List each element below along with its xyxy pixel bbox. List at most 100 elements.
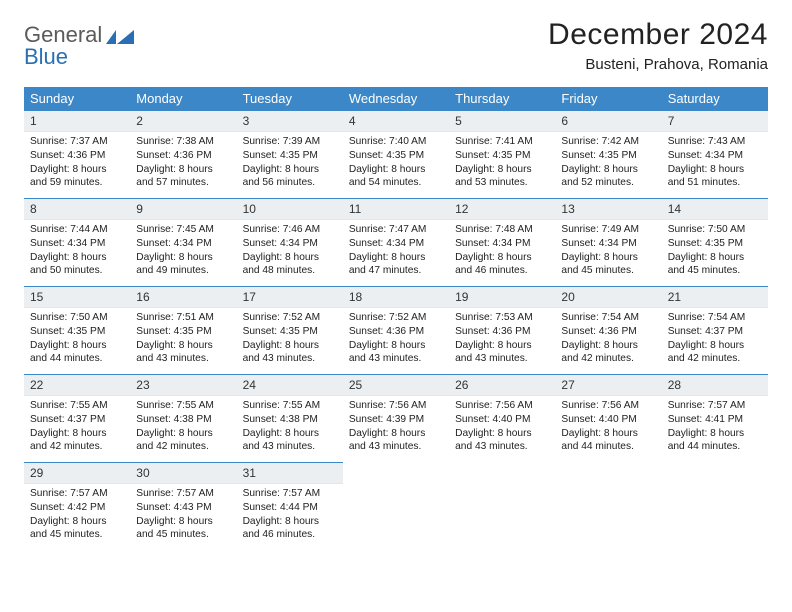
sunset-line: Sunset: 4:35 PM xyxy=(136,325,230,339)
day-number: 8 xyxy=(24,199,130,220)
calendar-cell: 9Sunrise: 7:45 AMSunset: 4:34 PMDaylight… xyxy=(130,199,236,287)
day-details: Sunrise: 7:53 AMSunset: 4:36 PMDaylight:… xyxy=(449,308,555,372)
weekday-header: Wednesday xyxy=(343,87,449,111)
day-number: 16 xyxy=(130,287,236,308)
calendar-cell: 13Sunrise: 7:49 AMSunset: 4:34 PMDayligh… xyxy=(555,199,661,287)
day-details: Sunrise: 7:50 AMSunset: 4:35 PMDaylight:… xyxy=(662,220,768,284)
day-number: 2 xyxy=(130,111,236,132)
sunset-line: Sunset: 4:35 PM xyxy=(349,149,443,163)
calendar-cell: 22Sunrise: 7:55 AMSunset: 4:37 PMDayligh… xyxy=(24,375,130,463)
calendar-cell: 27Sunrise: 7:56 AMSunset: 4:40 PMDayligh… xyxy=(555,375,661,463)
daylight-line: Daylight: 8 hours and 44 minutes. xyxy=(668,427,762,455)
sunset-line: Sunset: 4:36 PM xyxy=(349,325,443,339)
calendar-cell: 30Sunrise: 7:57 AMSunset: 4:43 PMDayligh… xyxy=(130,463,236,551)
calendar-cell: 29Sunrise: 7:57 AMSunset: 4:42 PMDayligh… xyxy=(24,463,130,551)
weekday-header: Thursday xyxy=(449,87,555,111)
sunrise-line: Sunrise: 7:38 AM xyxy=(136,135,230,149)
calendar-cell: 5Sunrise: 7:41 AMSunset: 4:35 PMDaylight… xyxy=(449,111,555,199)
day-details: Sunrise: 7:47 AMSunset: 4:34 PMDaylight:… xyxy=(343,220,449,284)
daylight-line: Daylight: 8 hours and 49 minutes. xyxy=(136,251,230,279)
day-number: 24 xyxy=(237,375,343,396)
logo: General Blue xyxy=(24,18,136,68)
calendar-cell: 23Sunrise: 7:55 AMSunset: 4:38 PMDayligh… xyxy=(130,375,236,463)
weekday-header-row: SundayMondayTuesdayWednesdayThursdayFrid… xyxy=(24,87,768,111)
daylight-line: Daylight: 8 hours and 46 minutes. xyxy=(243,515,337,543)
calendar-cell: 24Sunrise: 7:55 AMSunset: 4:38 PMDayligh… xyxy=(237,375,343,463)
sunset-line: Sunset: 4:34 PM xyxy=(30,237,124,251)
sunset-line: Sunset: 4:39 PM xyxy=(349,413,443,427)
sunrise-line: Sunrise: 7:46 AM xyxy=(243,223,337,237)
sunrise-line: Sunrise: 7:44 AM xyxy=(30,223,124,237)
daylight-line: Daylight: 8 hours and 56 minutes. xyxy=(243,163,337,191)
sunset-line: Sunset: 4:44 PM xyxy=(243,501,337,515)
day-details: Sunrise: 7:56 AMSunset: 4:40 PMDaylight:… xyxy=(449,396,555,460)
day-details: Sunrise: 7:38 AMSunset: 4:36 PMDaylight:… xyxy=(130,132,236,196)
sunset-line: Sunset: 4:35 PM xyxy=(30,325,124,339)
sunset-line: Sunset: 4:36 PM xyxy=(136,149,230,163)
sunrise-line: Sunrise: 7:51 AM xyxy=(136,311,230,325)
daylight-line: Daylight: 8 hours and 52 minutes. xyxy=(561,163,655,191)
day-number: 5 xyxy=(449,111,555,132)
daylight-line: Daylight: 8 hours and 47 minutes. xyxy=(349,251,443,279)
sunrise-line: Sunrise: 7:49 AM xyxy=(561,223,655,237)
day-number: 26 xyxy=(449,375,555,396)
day-details: Sunrise: 7:57 AMSunset: 4:44 PMDaylight:… xyxy=(237,484,343,548)
daylight-line: Daylight: 8 hours and 43 minutes. xyxy=(136,339,230,367)
day-details: Sunrise: 7:57 AMSunset: 4:43 PMDaylight:… xyxy=(130,484,236,548)
day-number: 9 xyxy=(130,199,236,220)
day-number: 21 xyxy=(662,287,768,308)
weekday-header: Tuesday xyxy=(237,87,343,111)
day-details: Sunrise: 7:52 AMSunset: 4:36 PMDaylight:… xyxy=(343,308,449,372)
calendar-cell: 18Sunrise: 7:52 AMSunset: 4:36 PMDayligh… xyxy=(343,287,449,375)
day-number: 30 xyxy=(130,463,236,484)
daylight-line: Daylight: 8 hours and 50 minutes. xyxy=(30,251,124,279)
daylight-line: Daylight: 8 hours and 59 minutes. xyxy=(30,163,124,191)
daylight-line: Daylight: 8 hours and 45 minutes. xyxy=(30,515,124,543)
calendar-cell: 6Sunrise: 7:42 AMSunset: 4:35 PMDaylight… xyxy=(555,111,661,199)
calendar-cell: 1Sunrise: 7:37 AMSunset: 4:36 PMDaylight… xyxy=(24,111,130,199)
sunrise-line: Sunrise: 7:45 AM xyxy=(136,223,230,237)
sunrise-line: Sunrise: 7:50 AM xyxy=(668,223,762,237)
daylight-line: Daylight: 8 hours and 53 minutes. xyxy=(455,163,549,191)
day-number: 1 xyxy=(24,111,130,132)
sunrise-line: Sunrise: 7:52 AM xyxy=(243,311,337,325)
logo-mark-icon xyxy=(106,26,136,53)
sunset-line: Sunset: 4:34 PM xyxy=(561,237,655,251)
calendar-cell: 10Sunrise: 7:46 AMSunset: 4:34 PMDayligh… xyxy=(237,199,343,287)
sunset-line: Sunset: 4:36 PM xyxy=(30,149,124,163)
sunrise-line: Sunrise: 7:57 AM xyxy=(136,487,230,501)
sunset-line: Sunset: 4:34 PM xyxy=(243,237,337,251)
daylight-line: Daylight: 8 hours and 46 minutes. xyxy=(455,251,549,279)
day-number: 22 xyxy=(24,375,130,396)
sunset-line: Sunset: 4:35 PM xyxy=(243,325,337,339)
calendar-cell: 8 Sunrise: 7:44 AMSunset: 4:34 PMDaylight… xyxy=(24,199,130,287)
sunrise-line: Sunrise: 7:55 AM xyxy=(30,399,124,413)
sunset-line: Sunset: 4:35 PM xyxy=(243,149,337,163)
calendar-cell: 31Sunrise: 7:57 AMSunset: 4:44 PMDayligh… xyxy=(237,463,343,551)
day-number: 7 xyxy=(662,111,768,132)
calendar-cell: 16 Sunrise: 7:51 AMSunset: 4:35 PMDayligh… xyxy=(130,287,236,375)
header: General Blue December 2024 Busteni, Prah… xyxy=(24,18,768,73)
daylight-line: Daylight: 8 hours and 51 minutes. xyxy=(668,163,762,191)
sunrise-line: Sunrise: 7:57 AM xyxy=(668,399,762,413)
day-details: Sunrise: 7:48 AMSunset: 4:34 PMDaylight:… xyxy=(449,220,555,284)
day-details: Sunrise: 7:56 AMSunset: 4:39 PMDaylight:… xyxy=(343,396,449,460)
day-number: 17 xyxy=(237,287,343,308)
calendar-cell: 21Sunrise: 7:54 AMSunset: 4:37 PMDayligh… xyxy=(662,287,768,375)
calendar-cell: 28Sunrise: 7:57 AMSunset: 4:41 PMDayligh… xyxy=(662,375,768,463)
sunset-line: Sunset: 4:35 PM xyxy=(455,149,549,163)
sunrise-line: Sunrise: 7:52 AM xyxy=(349,311,443,325)
calendar-cell xyxy=(449,463,555,551)
sunset-line: Sunset: 4:43 PM xyxy=(136,501,230,515)
daylight-line: Daylight: 8 hours and 43 minutes. xyxy=(243,427,337,455)
weekday-header: Friday xyxy=(555,87,661,111)
calendar-week-row: 29Sunrise: 7:57 AMSunset: 4:42 PMDayligh… xyxy=(24,463,768,551)
calendar-cell xyxy=(555,463,661,551)
sunrise-line: Sunrise: 7:40 AM xyxy=(349,135,443,149)
daylight-line: Daylight: 8 hours and 43 minutes. xyxy=(349,427,443,455)
day-number: 13 xyxy=(555,199,661,220)
weekday-header: Saturday xyxy=(662,87,768,111)
sunrise-line: Sunrise: 7:48 AM xyxy=(455,223,549,237)
daylight-line: Daylight: 8 hours and 57 minutes. xyxy=(136,163,230,191)
calendar-cell: 25Sunrise: 7:56 AMSunset: 4:39 PMDayligh… xyxy=(343,375,449,463)
